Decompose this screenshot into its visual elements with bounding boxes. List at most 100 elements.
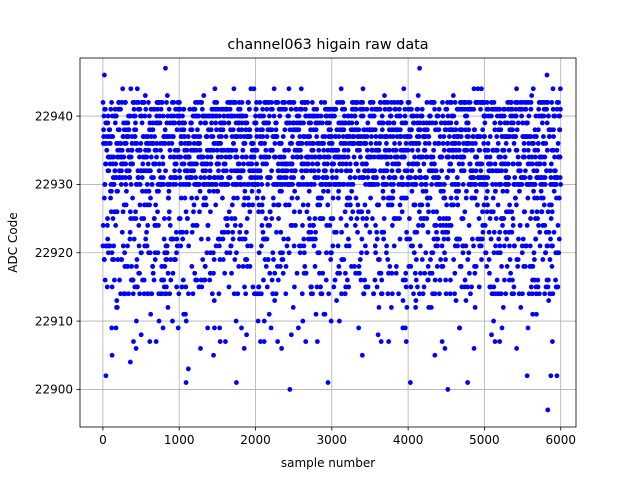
data-point: [446, 168, 452, 174]
data-point: [471, 346, 477, 351]
data-point: [360, 113, 366, 119]
data-point: [255, 182, 261, 187]
data-point: [556, 236, 562, 242]
data-point: [237, 175, 243, 180]
data-point: [472, 270, 478, 276]
data-point: [523, 106, 529, 112]
data-point: [491, 229, 497, 235]
data-point: [528, 100, 534, 105]
data-point: [550, 106, 556, 112]
data-point: [507, 202, 513, 208]
data-point: [520, 120, 526, 126]
data-point: [545, 100, 551, 105]
data-point: [502, 106, 508, 112]
data-point: [204, 134, 210, 139]
data-point: [386, 147, 392, 153]
data-point: [215, 154, 221, 160]
data-point: [345, 147, 351, 153]
data-point: [166, 188, 172, 194]
data-point: [155, 250, 161, 256]
data-point: [502, 154, 508, 160]
data-point: [261, 113, 266, 119]
data-point: [494, 134, 500, 139]
data-point: [292, 168, 298, 174]
data-point: [328, 257, 334, 262]
data-point: [167, 147, 173, 153]
data-point: [173, 182, 179, 187]
data-point: [322, 100, 328, 105]
data-point: [303, 106, 308, 112]
data-point: [499, 325, 505, 331]
data-point: [207, 175, 213, 180]
data-point: [389, 168, 395, 174]
data-point: [328, 318, 334, 324]
data-point: [135, 100, 141, 105]
data-point: [348, 168, 353, 174]
data-point: [372, 243, 378, 249]
data-point: [311, 182, 317, 187]
data-point: [503, 291, 509, 297]
data-point: [557, 175, 563, 180]
data-point: [409, 127, 414, 133]
data-point: [217, 113, 222, 119]
data-point: [219, 154, 225, 160]
data-point: [322, 311, 328, 317]
data-point: [220, 127, 226, 133]
data-point: [482, 134, 487, 139]
data-point: [153, 339, 159, 344]
data-point: [119, 257, 125, 262]
data-point: [343, 161, 349, 167]
data-point: [425, 264, 431, 269]
data-point: [433, 223, 439, 228]
data-point: [109, 100, 114, 105]
data-point: [287, 387, 293, 392]
data-point: [484, 154, 489, 160]
data-point: [284, 243, 290, 249]
data-point: [504, 264, 510, 269]
data-point: [546, 113, 551, 119]
data-point: [199, 100, 205, 105]
data-point: [144, 243, 150, 249]
data-point: [490, 209, 496, 215]
data-point: [150, 264, 156, 269]
data-point: [282, 127, 288, 133]
data-point: [226, 284, 232, 290]
data-point: [403, 120, 409, 126]
data-point: [166, 216, 172, 221]
data-point: [469, 236, 475, 242]
data-point: [177, 168, 182, 174]
data-point: [335, 147, 341, 153]
data-point: [120, 134, 126, 139]
data-point: [289, 141, 295, 146]
data-point: [490, 182, 495, 187]
data-point: [243, 154, 249, 160]
data-point: [211, 257, 217, 262]
data-point: [266, 120, 272, 126]
data-point: [254, 127, 260, 133]
data-point: [538, 188, 544, 194]
data-point: [211, 270, 216, 276]
data-point: [400, 298, 406, 303]
data-point: [501, 243, 507, 249]
data-point: [151, 216, 157, 221]
y-tick-label: 22940: [35, 109, 73, 123]
data-point: [343, 270, 348, 276]
data-point: [157, 113, 163, 119]
data-point: [555, 141, 561, 146]
data-point: [471, 106, 477, 112]
data-point: [522, 175, 528, 180]
data-point: [423, 250, 429, 256]
data-point: [528, 134, 534, 139]
data-point: [119, 229, 125, 235]
data-point: [153, 202, 159, 208]
data-point: [354, 120, 360, 126]
data-point: [216, 161, 222, 167]
data-point: [213, 120, 219, 126]
data-point: [177, 175, 183, 180]
data-point: [334, 298, 339, 303]
data-point: [534, 195, 540, 201]
data-point: [555, 284, 561, 290]
data-point: [415, 106, 421, 112]
data-point: [276, 216, 281, 221]
data-point: [294, 270, 300, 276]
